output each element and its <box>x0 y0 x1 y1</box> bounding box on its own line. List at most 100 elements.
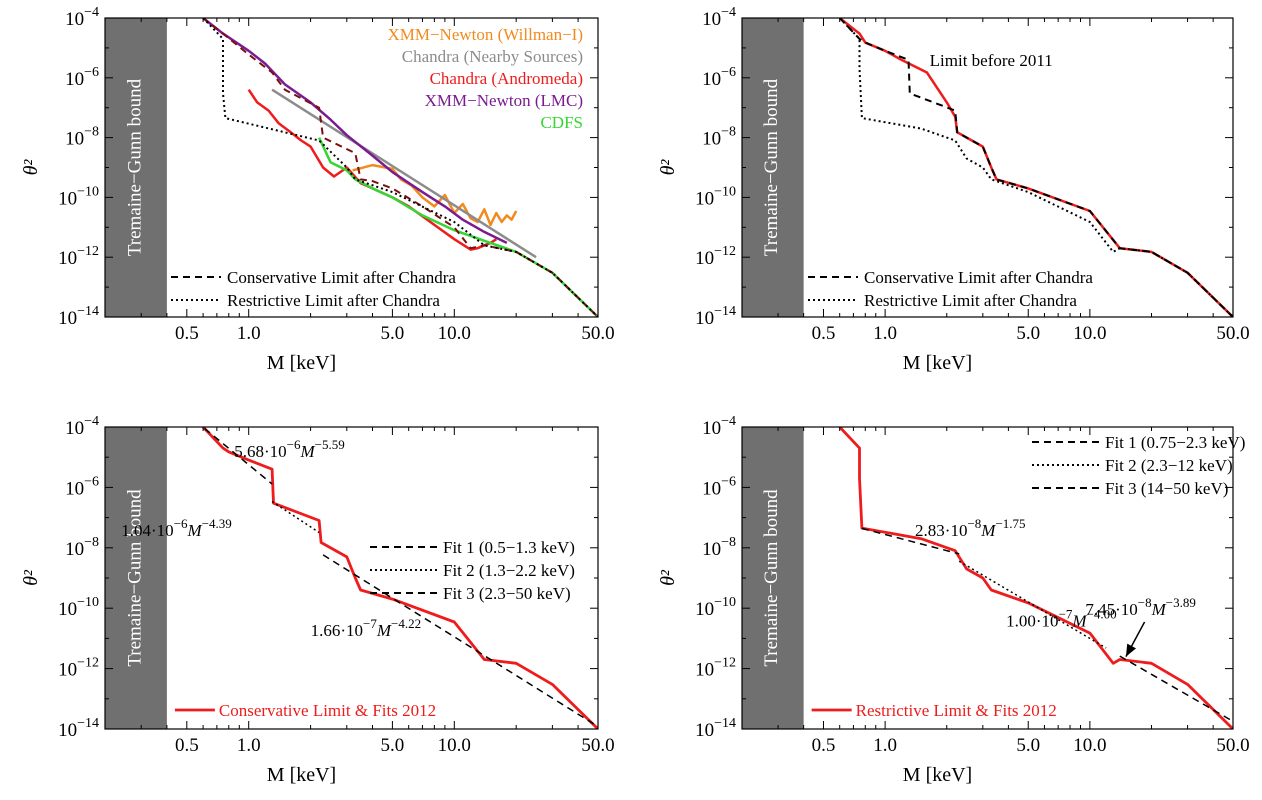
main-legend-entry: Restrictive Limit & Fits 2012 <box>856 701 1057 720</box>
legend-entry: XMM−Newton (LMC) <box>425 91 583 110</box>
tremaine-gunn-region <box>105 18 167 317</box>
y-axis-label: θ² <box>20 569 42 586</box>
fit-formula: 1.04·10−6M−4.39 <box>121 516 232 540</box>
series-line-2 <box>838 18 1233 317</box>
x-tick-label: 50.0 <box>1216 323 1249 344</box>
x-tick-label: 10.0 <box>438 735 471 756</box>
annotation: Limit before 2011 <box>930 51 1053 70</box>
y-tick-label: 10−8 <box>702 535 736 560</box>
legend-entry: Chandra (Andromeda) <box>430 69 583 88</box>
fit-formula: 1.00·10−7M−4.00 <box>1006 606 1117 630</box>
series-line-0 <box>838 427 1233 729</box>
chart-panel-top-right: Tremaine−Gunn bound 10−14 10−12 10−10 10−8 10… <box>657 5 1250 374</box>
x-axis-label: M [keV] <box>903 352 972 374</box>
series-line-1 <box>201 427 273 485</box>
y-tick-label: 10−12 <box>695 244 736 269</box>
series-line-1 <box>271 88 537 259</box>
y-tick-label: 10−10 <box>695 595 736 620</box>
y-tick-label: 10−14 <box>58 304 99 329</box>
x-tick-label: 50.0 <box>581 323 614 344</box>
fit-legend-entry: Fit 1 (0.75−2.3 keV) <box>1105 433 1245 452</box>
x-tick-label: 10.0 <box>1073 323 1106 344</box>
chart-panel-bottom-left: Tremaine−Gunn bound 10−14 10−12 10−10 10−8 10… <box>20 414 615 786</box>
legend-entry: CDFS <box>540 113 583 132</box>
fit-formula: 1.66·10−7M−4.22 <box>311 616 422 640</box>
y-tick-label: 10−14 <box>695 716 736 741</box>
series-line-2 <box>271 500 320 534</box>
series-line-1 <box>838 18 1233 317</box>
x-axis-label: M [keV] <box>267 352 336 374</box>
fit-legend-entry: Fit 1 (0.5−1.3 keV) <box>443 538 575 557</box>
x-tick-label: 1.0 <box>873 735 897 756</box>
series-group <box>202 18 598 317</box>
x-axis-label: M [keV] <box>267 764 336 786</box>
fit-formula: 2.83·10−8M−1.75 <box>915 516 1026 540</box>
series-line-1 <box>861 527 960 555</box>
y-tick-label: 10−12 <box>695 656 736 681</box>
y-tick-label: 10−14 <box>695 304 736 329</box>
tremaine-gunn-region <box>742 427 804 729</box>
x-tick-label: 0.5 <box>175 323 199 344</box>
fit-legend-entry: Fit 3 (14−50 keV) <box>1105 479 1228 498</box>
x-tick-label: 0.5 <box>812 735 836 756</box>
y-tick-label: 10−4 <box>702 5 736 30</box>
legend-entry: Restrictive Limit after Chandra <box>864 291 1077 310</box>
y-tick-label: 10−8 <box>65 535 99 560</box>
series-line-3 <box>202 18 508 245</box>
tremaine-gunn-region <box>742 18 804 317</box>
y-tick-label: 10−4 <box>65 414 99 439</box>
x-tick-label: 1.0 <box>873 323 897 344</box>
series-line-6 <box>202 18 598 317</box>
fit-legend-entry: Fit 2 (2.3−12 keV) <box>1105 456 1233 475</box>
y-tick-label: 10−6 <box>65 65 99 90</box>
y-tick-label: 10−14 <box>58 716 99 741</box>
series-group <box>838 18 1233 317</box>
series-line-3 <box>322 554 598 728</box>
main-legend-entry: Conservative Limit & Fits 2012 <box>219 701 436 720</box>
chart-panel-bottom-right: Tremaine−Gunn bound 10−14 10−12 10−10 10−8 10… <box>657 414 1250 786</box>
x-tick-label: 5.0 <box>1016 323 1040 344</box>
legend-entry: Conservative Limit after Chandra <box>227 268 456 287</box>
y-tick-label: 10−10 <box>58 184 99 209</box>
series-line-4 <box>317 137 598 317</box>
y-tick-label: 10−10 <box>58 595 99 620</box>
fit-formula: 7.45·10−8M−3.89 <box>1085 595 1196 619</box>
tremaine-gunn-region <box>105 427 167 729</box>
x-tick-label: 10.0 <box>1073 735 1106 756</box>
y-tick-label: 10−12 <box>58 244 99 269</box>
y-tick-label: 10−6 <box>65 474 99 499</box>
tremaine-gunn-label: Tremaine−Gunn bound <box>124 78 145 256</box>
x-axis-label: M [keV] <box>903 764 972 786</box>
x-tick-label: 0.5 <box>812 323 836 344</box>
fit-formula: 5.68·10−6M−5.59 <box>234 437 345 461</box>
y-tick-label: 10−6 <box>702 474 736 499</box>
legend-entry: Chandra (Nearby Sources) <box>402 47 583 66</box>
tremaine-gunn-label: Tremaine−Gunn bound <box>761 78 782 256</box>
y-tick-label: 10−8 <box>65 125 99 150</box>
tremaine-gunn-label: Tremaine−Gunn bound <box>124 489 145 667</box>
x-tick-label: 10.0 <box>438 323 471 344</box>
y-axis-label: θ² <box>657 159 679 176</box>
tremaine-gunn-label: Tremaine−Gunn bound <box>761 489 782 667</box>
series-group <box>838 427 1233 729</box>
series-line-0 <box>352 163 518 227</box>
legend-entry: Restrictive Limit after Chandra <box>227 291 440 310</box>
fit-legend-entry: Fit 2 (1.3−2.2 keV) <box>443 561 575 580</box>
series-line-5 <box>202 18 598 317</box>
x-tick-label: 0.5 <box>175 735 199 756</box>
series-line-0 <box>202 427 598 729</box>
chart-panel-top-left: Tremaine−Gunn bound 10−14 10−12 10−10 10−8 10… <box>20 5 615 374</box>
x-tick-label: 50.0 <box>581 735 614 756</box>
x-tick-label: 50.0 <box>1216 735 1249 756</box>
x-tick-label: 5.0 <box>381 323 405 344</box>
y-tick-label: 10−4 <box>65 5 99 30</box>
series-line-3 <box>1119 655 1233 722</box>
annotation-arrowhead <box>1125 643 1137 657</box>
y-tick-label: 10−10 <box>695 184 736 209</box>
x-tick-label: 1.0 <box>237 323 261 344</box>
fit-legend-entry: Fit 3 (2.3−50 keV) <box>443 584 571 603</box>
y-tick-label: 10−8 <box>702 125 736 150</box>
x-tick-label: 1.0 <box>237 735 261 756</box>
x-tick-label: 5.0 <box>381 735 405 756</box>
